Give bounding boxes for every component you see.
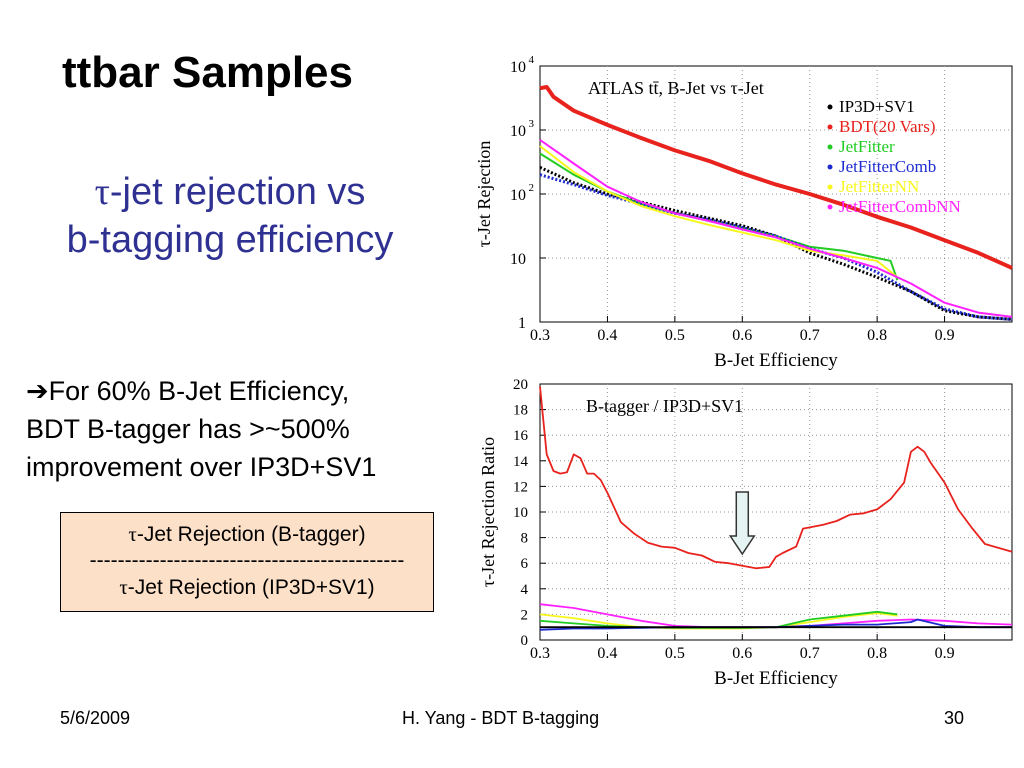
x-tick-label: 0.9 bbox=[935, 327, 955, 344]
legend-marker bbox=[827, 104, 833, 110]
bullet-line-2: BDT B-tagger has >~500% bbox=[26, 414, 350, 444]
series-line bbox=[539, 173, 1013, 321]
x-tick-label: 0.7 bbox=[800, 327, 820, 344]
y-tick-label: 6 bbox=[521, 556, 529, 572]
x-tick-label: 0.9 bbox=[935, 645, 955, 662]
slide-subtitle: τ-jet rejection vs b-tagging efficiency bbox=[20, 168, 440, 264]
x-tick-label: 0.5 bbox=[665, 645, 685, 662]
y-tick-exponent: 3 bbox=[529, 118, 535, 130]
series-line bbox=[539, 610, 898, 629]
bullet-text: ➔For 60% B-Jet Efficiency, BDT B-tagger … bbox=[26, 372, 476, 486]
y-tick-label: 10 bbox=[510, 123, 526, 140]
bullet-line-3: improvement over IP3D+SV1 bbox=[26, 452, 377, 482]
formula-divider: ----------------------------------------… bbox=[89, 550, 405, 572]
down-arrow-icon bbox=[728, 491, 756, 556]
x-tick-label: 0.5 bbox=[665, 327, 685, 344]
tau-symbol: τ bbox=[128, 522, 137, 546]
formula-denominator-text: -Jet Rejection (IP3D+SV1) bbox=[127, 576, 375, 599]
x-axis-label: B-Jet Efficiency bbox=[714, 350, 838, 371]
series-line bbox=[539, 145, 899, 279]
ratio-formula-box: τ-Jet Rejection (B-tagger) -------------… bbox=[60, 512, 434, 612]
y-tick-label: 8 bbox=[521, 531, 529, 547]
y-tick-label: 14 bbox=[513, 454, 529, 470]
formula-numerator-text: -Jet Rejection (B-tagger) bbox=[136, 523, 366, 546]
legend-marker bbox=[827, 144, 833, 150]
formula-numerator: τ-Jet Rejection (B-tagger) bbox=[61, 519, 433, 550]
y-tick-label: 2 bbox=[521, 607, 529, 623]
plot-frame bbox=[539, 65, 1013, 323]
legend-entry: JetFitterCombNN bbox=[839, 197, 961, 216]
plot-frame bbox=[539, 383, 1013, 641]
series-line bbox=[539, 166, 1013, 321]
y-tick-label: 12 bbox=[513, 479, 528, 495]
legend-marker bbox=[827, 124, 833, 130]
footer-page-number: 30 bbox=[944, 708, 965, 728]
legend-marker bbox=[827, 184, 833, 190]
tau-symbol: τ bbox=[94, 171, 110, 213]
tau-symbol: τ bbox=[119, 575, 128, 599]
chart-title: ATLAS tt̄, B-Jet vs τ-Jet bbox=[588, 78, 764, 98]
y-tick-label: 10 bbox=[513, 505, 528, 521]
chart-1: 0.3 0.4 0.5 0.6 0.7 0.8 0.9 0 2 4 6 8 10 12 14 16 18 20 B-… bbox=[478, 377, 1013, 689]
series-line bbox=[539, 152, 899, 281]
series-line bbox=[539, 618, 1012, 631]
footer-date: 5/6/2009 bbox=[60, 708, 131, 728]
y-tick-label: 20 bbox=[513, 377, 528, 393]
y-tick-label: 18 bbox=[513, 403, 528, 419]
x-tick-label: 0.3 bbox=[530, 645, 550, 662]
y-tick-exponent: 2 bbox=[529, 182, 535, 194]
series-line bbox=[539, 603, 1013, 629]
chart-title: B-tagger / IP3D+SV1 bbox=[586, 396, 743, 416]
y-tick-label: 10 bbox=[510, 251, 526, 268]
y-tick-label: 0 bbox=[521, 633, 529, 649]
y-tick-label: 1 bbox=[518, 315, 526, 332]
subtitle-line-2: b-tagging efficiency bbox=[66, 219, 394, 261]
x-tick-label: 0.4 bbox=[597, 645, 617, 662]
formula-denominator: τ-Jet Rejection (IP3D+SV1) bbox=[61, 572, 433, 603]
x-axis-label: B-Jet Efficiency bbox=[714, 668, 838, 689]
y-axis-label: τ-Jet Rejection Ratio bbox=[478, 437, 498, 587]
x-tick-label: 0.6 bbox=[732, 645, 752, 662]
subtitle-line-1: -jet rejection vs bbox=[109, 171, 366, 213]
series-line bbox=[539, 85, 1013, 270]
legend-entry: JetFitter bbox=[839, 137, 895, 156]
y-tick-label: 10 bbox=[510, 59, 526, 76]
y-tick-label: 4 bbox=[521, 582, 529, 598]
x-tick-label: 0.6 bbox=[732, 327, 752, 344]
legend-entry: JetFitterNN bbox=[839, 177, 919, 196]
x-tick-label: 0.8 bbox=[867, 645, 887, 662]
y-tick-label: 16 bbox=[513, 428, 529, 444]
slide-title: ttbar Samples bbox=[62, 48, 353, 97]
y-axis-label: τ-Jet Rejection bbox=[474, 141, 494, 248]
footer-title: H. Yang - BDT B-tagging bbox=[402, 708, 600, 728]
x-tick-label: 0.8 bbox=[867, 327, 887, 344]
series-line bbox=[539, 139, 1013, 318]
legend-entry: BDT(20 Vars) bbox=[839, 117, 935, 136]
legend-marker bbox=[827, 164, 833, 170]
bullet-line-1: For 60% B-Jet Efficiency, bbox=[48, 376, 350, 406]
series-line bbox=[539, 612, 898, 630]
series-line bbox=[539, 386, 1013, 570]
legend-entry: JetFitterComb bbox=[839, 157, 936, 176]
x-tick-label: 0.3 bbox=[530, 327, 550, 344]
x-tick-label: 0.4 bbox=[597, 327, 617, 344]
legend-marker bbox=[827, 204, 833, 210]
x-tick-label: 0.7 bbox=[800, 645, 820, 662]
y-tick-label: 10 bbox=[510, 187, 526, 204]
arrow-icon: ➔ bbox=[26, 376, 49, 406]
legend-entry: IP3D+SV1 bbox=[839, 97, 915, 116]
y-tick-exponent: 4 bbox=[529, 54, 535, 66]
